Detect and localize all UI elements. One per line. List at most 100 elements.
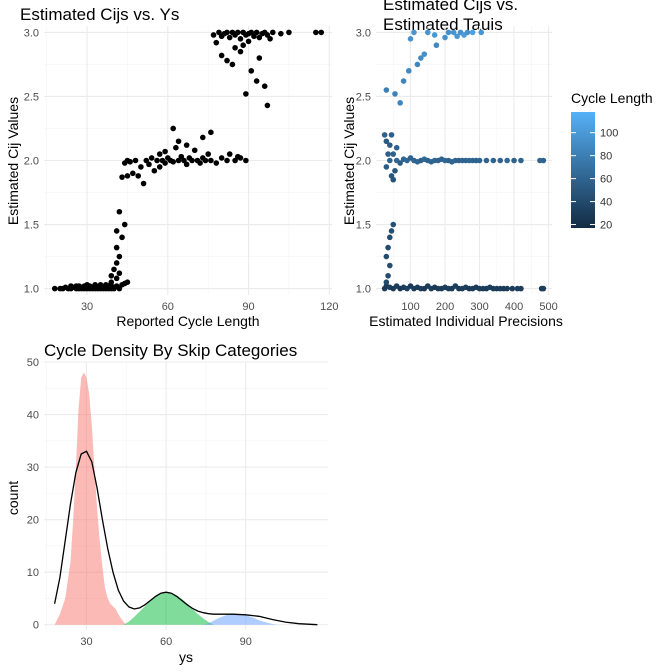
data-point xyxy=(210,32,217,38)
density-area xyxy=(123,592,214,625)
y-axis-ticks: 1.0 1.5 2.0 2.5 3.0 xyxy=(24,27,39,295)
data-point xyxy=(388,132,395,138)
data-point xyxy=(173,144,179,151)
y-axis-ticks: 1.0 1.5 2.0 2.5 3.0 xyxy=(356,27,371,295)
color-legend: Cycle Length 20 40 60 80 100 xyxy=(571,90,653,232)
data-point xyxy=(234,29,241,36)
data-point xyxy=(205,151,211,157)
data-point xyxy=(68,283,74,289)
data-point xyxy=(509,285,516,292)
data-point xyxy=(388,228,395,234)
data-point xyxy=(540,285,547,292)
y-tick-label: 3.0 xyxy=(356,27,371,39)
x-tick-label: 100 xyxy=(401,301,419,313)
grid xyxy=(44,26,332,295)
y-tick-label: 50 xyxy=(27,357,39,369)
data-point xyxy=(381,132,388,138)
y-tick-label: 2.0 xyxy=(356,156,371,168)
y-tick-label: 2.5 xyxy=(356,91,371,103)
data-point xyxy=(450,29,457,36)
data-point xyxy=(148,155,155,161)
data-point xyxy=(253,29,260,36)
x-tick-label: 200 xyxy=(436,301,454,313)
data-point xyxy=(138,164,144,170)
legend-tick-label: 80 xyxy=(600,151,612,163)
data-point xyxy=(232,44,238,51)
data-point xyxy=(189,157,195,164)
x-tick-label: 90 xyxy=(240,636,252,648)
chart-title-line-2: Estimated Tauis xyxy=(383,15,503,34)
legend-title: Cycle Length xyxy=(571,90,653,106)
legend-tick-label: 60 xyxy=(600,174,612,186)
data-point xyxy=(162,160,168,166)
y-tick-label: 1.5 xyxy=(356,220,371,232)
plot-points xyxy=(51,29,325,292)
data-point xyxy=(51,285,58,292)
data-point xyxy=(518,157,524,164)
data-point xyxy=(400,78,407,84)
plot-points xyxy=(381,29,547,292)
data-point xyxy=(213,160,220,166)
data-point xyxy=(97,281,104,288)
data-point xyxy=(431,32,438,38)
data-point xyxy=(540,157,547,164)
x-tick-label: 60 xyxy=(162,301,174,313)
data-point xyxy=(433,42,440,49)
y-tick-label: 1.5 xyxy=(24,220,39,232)
data-point xyxy=(411,29,417,36)
data-point xyxy=(213,39,220,46)
y-axis-title: Estimated Cij Values xyxy=(5,97,21,225)
density-curve xyxy=(53,450,318,626)
data-point xyxy=(208,129,214,136)
data-point xyxy=(113,228,120,234)
data-point xyxy=(392,91,398,97)
data-point xyxy=(504,157,510,164)
data-point xyxy=(397,100,403,106)
data-point xyxy=(60,285,66,292)
data-point xyxy=(130,170,136,177)
data-point xyxy=(113,244,120,251)
data-point xyxy=(103,283,109,289)
chart-title: Cycle Density By Skip Categories xyxy=(44,341,297,360)
data-point xyxy=(445,29,452,36)
data-point xyxy=(121,221,128,228)
data-point xyxy=(464,29,471,36)
data-point xyxy=(387,234,393,241)
data-point xyxy=(183,161,190,168)
data-point xyxy=(111,266,117,273)
data-point xyxy=(119,234,125,241)
x-tick-label: 300 xyxy=(470,301,488,313)
y-tick-label: 3.0 xyxy=(24,27,39,39)
data-point xyxy=(442,34,448,41)
data-point xyxy=(383,253,390,260)
data-point xyxy=(383,87,390,93)
data-point xyxy=(116,253,123,260)
data-point xyxy=(108,279,115,285)
x-tick-label: 120 xyxy=(320,301,338,313)
y-tick-label: 2.0 xyxy=(24,156,39,168)
data-point xyxy=(200,134,206,141)
data-point xyxy=(237,48,244,55)
legend-colorbar xyxy=(571,112,595,228)
data-point xyxy=(385,244,391,251)
data-point xyxy=(224,57,230,64)
data-point xyxy=(124,279,131,285)
x-axis-ticks: 30 60 90 xyxy=(80,636,252,648)
data-point xyxy=(390,221,397,228)
data-point xyxy=(424,29,431,36)
data-point xyxy=(224,157,230,164)
data-point xyxy=(92,283,98,289)
x-tick-label: 500 xyxy=(539,301,557,313)
data-point xyxy=(156,151,163,157)
chart-title: Estimated Cijs vs. Ys xyxy=(20,5,179,24)
data-point xyxy=(269,29,276,36)
data-point xyxy=(229,61,236,68)
legend-tick-label: 20 xyxy=(600,220,612,232)
data-point xyxy=(454,33,460,40)
data-point xyxy=(313,29,319,36)
data-point xyxy=(278,30,284,37)
data-point xyxy=(383,279,390,285)
data-point xyxy=(156,164,163,170)
data-point xyxy=(387,157,393,164)
data-point xyxy=(135,173,142,179)
